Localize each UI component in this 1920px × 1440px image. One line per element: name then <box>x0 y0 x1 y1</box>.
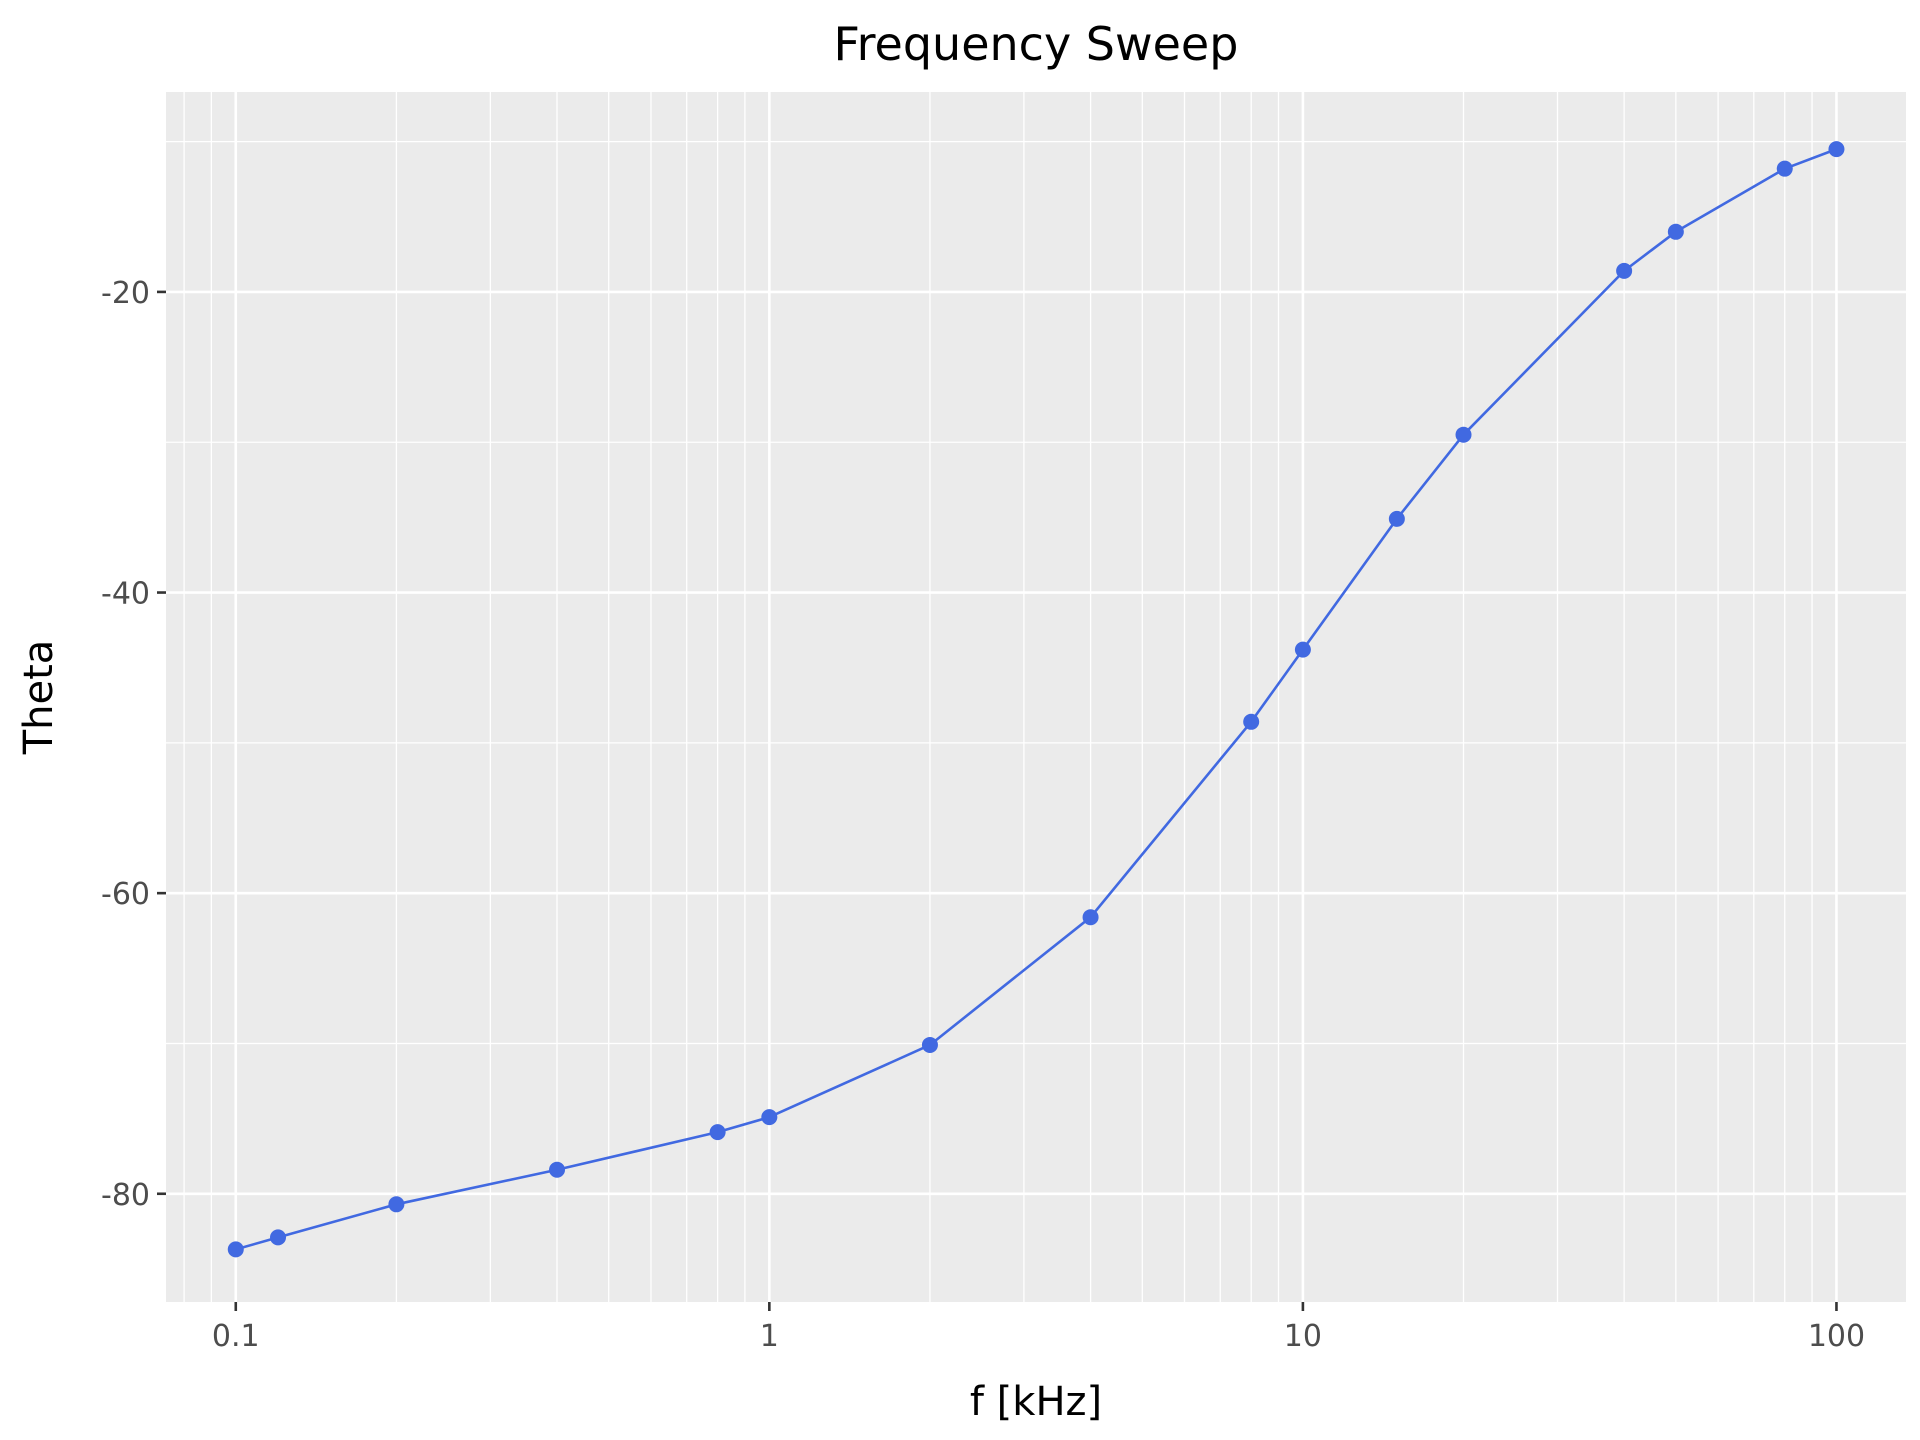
data-point <box>1667 223 1684 240</box>
series-layer <box>227 141 1845 1258</box>
x-tick-label: 0.1 <box>212 1319 260 1354</box>
x-axis-title: f [kHz] <box>970 1379 1102 1425</box>
chart-title: Frequency Sweep <box>834 17 1239 71</box>
y-tick-label: -60 <box>101 877 150 912</box>
data-point <box>1616 262 1633 279</box>
data-point <box>709 1124 726 1141</box>
data-point <box>270 1229 287 1246</box>
data-point <box>1776 160 1793 177</box>
data-point <box>761 1109 778 1126</box>
y-tick-label: -40 <box>101 577 150 612</box>
data-point <box>921 1036 938 1053</box>
y-axis: -80 -60 -40 -20 <box>101 276 166 1213</box>
series-line <box>235 147 1837 1251</box>
data-point <box>549 1161 566 1178</box>
data-point <box>227 1241 244 1258</box>
x-tick-label: 10 <box>1284 1319 1322 1354</box>
data-point <box>1294 641 1311 658</box>
major-gridlines <box>166 92 1906 1302</box>
data-point <box>388 1196 405 1213</box>
x-tick-label: 100 <box>1808 1319 1865 1354</box>
data-point <box>1828 141 1845 158</box>
panel-background <box>166 92 1906 1302</box>
y-axis-title: Theta <box>16 640 62 756</box>
data-point <box>1455 426 1472 443</box>
data-point <box>1388 510 1405 527</box>
minor-gridlines <box>166 92 1906 1302</box>
data-point <box>1082 909 1099 926</box>
x-axis: 0.1 1 10 100 <box>212 1302 1865 1354</box>
x-tick-label: 1 <box>760 1319 779 1354</box>
y-tick-label: -20 <box>101 276 150 311</box>
data-point <box>1243 713 1260 730</box>
y-tick-label: -80 <box>101 1178 150 1213</box>
